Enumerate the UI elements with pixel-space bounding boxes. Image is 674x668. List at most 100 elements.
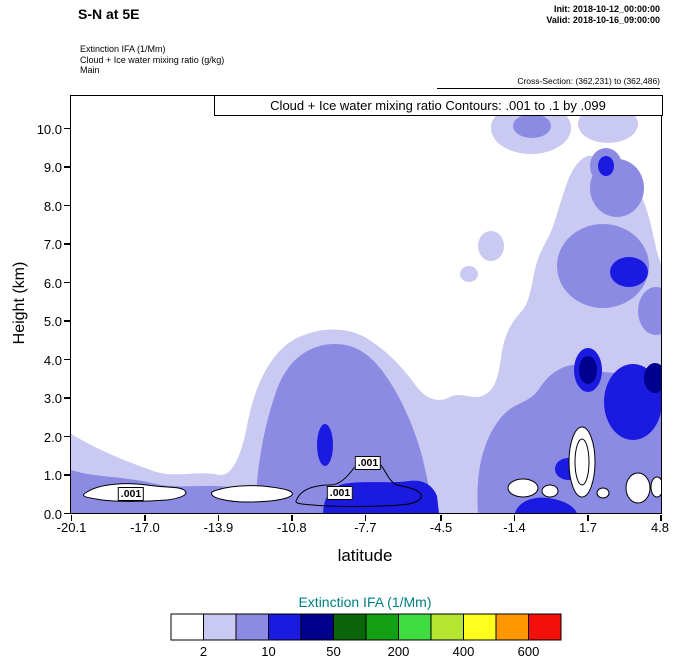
colorbar-cell xyxy=(268,613,302,641)
field-list: Extinction IFA (1/Mm) Cloud + Ice water … xyxy=(80,44,224,76)
colorbar-cell xyxy=(170,613,204,641)
colorbar-cell xyxy=(528,613,562,641)
y-tick xyxy=(64,127,70,130)
field-name-cloud-ice: Cloud + Ice water mixing ratio (g/kg) xyxy=(80,54,225,65)
init-time-label: Init: 2018-10-12_00:00:00 xyxy=(553,4,660,14)
colorbar-cell xyxy=(300,613,334,641)
x-tick-label: -7.7 xyxy=(354,520,377,535)
fill-region-blue-top-patch xyxy=(598,156,614,176)
contour-value-label-2: .001 xyxy=(326,486,354,500)
cloud-contour-left-2 xyxy=(211,485,293,503)
colorbar-tick-label: 200 xyxy=(387,644,410,659)
colorbar-cell xyxy=(333,613,367,641)
x-tick xyxy=(364,515,366,521)
cloud-contour-right-5 xyxy=(625,472,651,504)
fill-region-navy-core-1 xyxy=(579,356,597,384)
plot-inner-title: Cloud + Ice water mixing ratio Contours:… xyxy=(213,94,663,116)
plot-area: Cloud + Ice water mixing ratio Contours:… xyxy=(70,94,663,514)
cloud-contour-right-2 xyxy=(541,484,559,498)
y-tick xyxy=(64,397,70,399)
colorbar xyxy=(170,613,562,646)
x-tick-label: -4.5 xyxy=(429,520,453,535)
y-tick xyxy=(64,320,70,322)
fill-region-blue-right-surface xyxy=(515,497,577,513)
y-tick xyxy=(64,474,70,476)
cloud-contour-right-3-inner xyxy=(574,438,590,486)
field-name-extinction: Extinction IFA (1/Mm) xyxy=(80,44,166,54)
cloud-contour-center xyxy=(295,458,422,507)
colorbar-cell xyxy=(430,613,464,641)
fill-region-periwinkle-lobe-1 xyxy=(557,224,649,308)
y-tick-label: 6.0 xyxy=(43,275,62,291)
y-tick-label: 1.0 xyxy=(43,468,62,483)
x-tick-label: 4.8 xyxy=(650,520,670,535)
y-tick xyxy=(64,358,70,361)
fill-region-periwinkle-lobe-3 xyxy=(513,114,551,138)
y-tick-label: 0.0 xyxy=(43,506,62,522)
x-tick xyxy=(587,515,589,521)
contour-value-label-3: .001 xyxy=(354,456,382,470)
x-tick-label: -20.1 xyxy=(56,520,87,535)
fill-region-blue-midlevel-patch xyxy=(610,257,648,287)
x-tick xyxy=(660,515,662,521)
x-tick xyxy=(513,515,516,521)
colorbar-tick-label: 2 xyxy=(199,644,208,659)
run-time-block: Init: 2018-10-12_00:00:00 Valid: 2018-10… xyxy=(546,4,660,26)
y-tick xyxy=(64,166,70,168)
y-axis-title: Height (km) xyxy=(11,261,28,345)
colorbar-tick-label: 400 xyxy=(452,644,475,659)
x-tick-label: -1.4 xyxy=(503,520,526,535)
y-tick xyxy=(64,281,70,284)
fill-region-periwinkle-dome xyxy=(256,343,433,513)
field-name-domain: Main xyxy=(80,65,100,75)
y-tick-label: 2.0 xyxy=(43,429,62,445)
cloud-contour-right-1 xyxy=(507,478,539,498)
y-tick-label: 3.0 xyxy=(43,391,62,406)
x-tick xyxy=(217,515,220,521)
colorbar-cell xyxy=(235,613,269,641)
x-tick-label: -10.8 xyxy=(276,520,307,535)
x-tick-label: 1.7 xyxy=(578,520,598,535)
valid-time-label: Valid: 2018-10-16_09:00:00 xyxy=(546,15,660,25)
y-tick xyxy=(64,204,70,207)
x-tick xyxy=(291,515,293,521)
x-tick xyxy=(70,515,73,521)
fill-region-lavender-blob-1 xyxy=(478,231,504,261)
fill-region-navy-core-2 xyxy=(644,363,661,393)
colorbar-svg xyxy=(170,613,562,641)
y-tick xyxy=(64,243,70,245)
colorbar-title: Extinction IFA (1/Mm) xyxy=(298,594,432,610)
colorbar-tick-label: 600 xyxy=(517,644,540,659)
colorbar-cell xyxy=(398,613,432,641)
y-tick xyxy=(64,512,70,515)
page-title: S-N at 5E xyxy=(78,6,140,22)
colorbar-tick-label: 10 xyxy=(261,644,276,659)
x-tick-label: -17.0 xyxy=(130,520,160,535)
fill-region-blue-column xyxy=(317,424,333,466)
cloud-contour-right-6 xyxy=(650,476,661,498)
y-tick-label: 7.0 xyxy=(43,237,62,252)
contour-value-label-1: .001 xyxy=(117,487,145,501)
x-axis-title: latitude xyxy=(337,546,393,565)
y-tick-label: 5.0 xyxy=(43,314,62,329)
x-tick xyxy=(440,515,442,521)
fill-region-periwinkle-lobe-4 xyxy=(638,287,661,335)
y-tick-label: 9.0 xyxy=(43,160,62,175)
y-tick-label: 10.0 xyxy=(36,121,62,137)
colorbar-cell xyxy=(495,613,529,641)
cloud-contour-right-4 xyxy=(596,487,610,499)
x-tick xyxy=(144,515,146,521)
colorbar-cell xyxy=(203,613,237,641)
fill-region-lavender-blob-2 xyxy=(460,266,478,282)
colorbar-cell xyxy=(463,613,497,641)
colorbar-tick-label: 50 xyxy=(326,644,341,659)
y-tick xyxy=(64,435,70,438)
y-tick-label: 4.0 xyxy=(43,352,62,368)
cross-section-label: Cross-Section: (362,231) to (362,486) xyxy=(437,76,660,89)
x-tick-label: -13.9 xyxy=(203,520,234,535)
y-tick-label: 8.0 xyxy=(43,198,62,214)
cloud-contour-right-3-outer xyxy=(568,426,596,498)
contour-field-svg xyxy=(71,102,661,513)
colorbar-cell xyxy=(365,613,399,641)
